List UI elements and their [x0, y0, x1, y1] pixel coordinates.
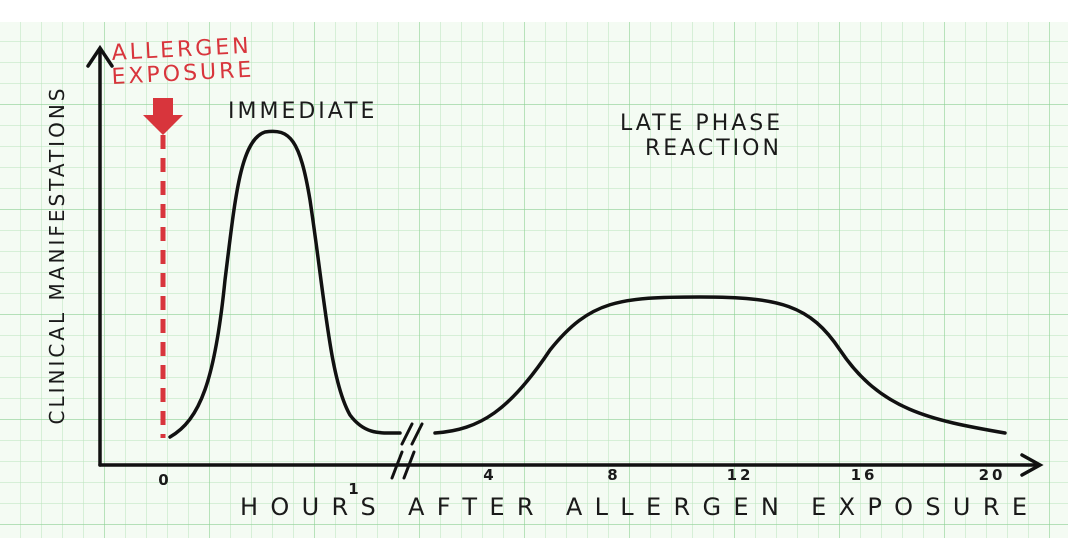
- late-label: REACTION: [645, 136, 782, 161]
- y-axis-label: CLINICAL MANIFESTATIONS: [45, 86, 69, 425]
- immediate-label: IMMEDIATE: [228, 99, 377, 124]
- x-tick-label: 12: [727, 466, 754, 484]
- late-label: LATE PHASE: [620, 111, 783, 136]
- x-tick-label: 8: [607, 466, 620, 484]
- x-tick-label: 20: [979, 466, 1006, 484]
- diagram: ALLERGEN EXPOSURE IMMEDIATE LATE PHASE R…: [0, 0, 1068, 538]
- x-tick-label: 16: [851, 466, 878, 484]
- x-tick-label: 0: [158, 471, 171, 489]
- x-tick-label: 4: [483, 466, 496, 484]
- page: {"diagram": { "annotations": { "exposure…: [0, 0, 1068, 538]
